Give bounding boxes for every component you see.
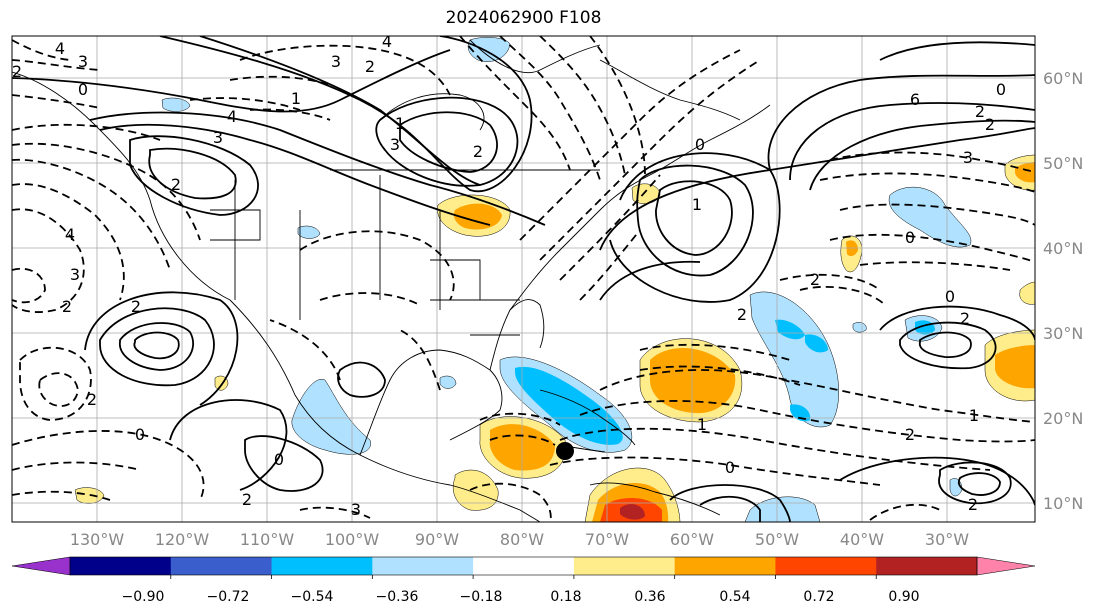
lon-tick-label: 110°W [240,530,295,549]
contour-label: 1 [692,195,702,214]
colorbar-tick-labels: −0.90 −0.72 −0.54 −0.36 −0.18 0.18 0.36 … [122,589,920,605]
contour-label: 2 [87,390,97,409]
lat-tick-label: 10°N [1043,494,1083,513]
contour-label: 3 [331,52,341,71]
contour-label: 4 [55,39,65,58]
lon-tick-label: 80°W [500,530,544,549]
colorbar-tick-label: 0.54 [719,589,750,605]
colorbar-outline [69,556,978,576]
contour-label: 0 [725,458,735,477]
lat-tick-label: 50°N [1043,154,1083,173]
contour-label: 0 [135,425,145,444]
lat-tick-label: 40°N [1043,239,1083,258]
colorbar-tick-label: −0.90 [122,589,165,605]
contour-label: 1 [395,114,405,133]
colorbar-segment [372,557,474,575]
contour-label: 2 [365,57,375,76]
contour-label: 2 [968,495,978,514]
contour-label: 2 [985,115,995,134]
contour-label: 3 [390,135,400,154]
contour-label: 2 [905,425,915,444]
contour-label: 1 [969,406,979,425]
contour-label: 3 [963,148,973,167]
colorbar-tick-label: 0.90 [888,589,919,605]
colorbar-tick-label: −0.18 [460,589,503,605]
contour-label: 2 [473,142,483,161]
lon-tick-label: 90°W [415,530,459,549]
contour-label: 3 [213,128,223,147]
contour-label: 4 [382,32,392,51]
lon-tick-label: 100°W [325,530,380,549]
contour-label: 2 [242,490,252,509]
colorbar-tick-label: −0.36 [376,589,419,605]
longitude-ticks: 130°W 120°W 110°W 100°W 90°W 80°W 70°W 6… [70,530,969,549]
map-frame [11,35,1036,523]
contour-label: 2 [62,297,72,316]
contour-label: 2 [810,270,820,289]
colorbar-tick-label: −0.72 [207,589,250,605]
lon-tick-label: 120°W [155,530,210,549]
colorbar-segment [170,557,273,575]
colorbar-segment [70,557,172,575]
contour-label: 6 [910,90,920,109]
coastlines [12,39,771,522]
shaded-positive-anomalies [74,154,1035,522]
contour-label: 0 [996,80,1006,99]
contour-label: 1 [291,89,301,108]
lon-tick-label: 50°W [755,530,799,549]
lon-tick-label: 30°W [925,530,969,549]
storm-center-marker [556,442,574,460]
contour-label: 2 [12,62,22,81]
colorbar-segment [473,557,575,575]
contour-label: 0 [78,80,88,99]
colorbar-extend-min [11,556,71,576]
lon-tick-label: 40°W [840,530,884,549]
lat-tick-label: 30°N [1043,324,1083,343]
contour-label: 4 [227,107,237,126]
contour-label: 0 [945,287,955,306]
lon-tick-label: 130°W [70,530,125,549]
lat-tick-label: 60°N [1043,69,1083,88]
lon-tick-label: 60°W [670,530,714,549]
contour-label: 4 [65,225,75,244]
colorbar-tick-label: 0.36 [634,589,665,605]
contour-label: 2 [737,305,747,324]
contour-label: 3 [351,500,361,519]
contour-label: 0 [905,228,915,247]
colorbar-tick-label: −0.54 [291,589,334,605]
colorbar-segment [573,557,676,575]
colorbar-tick-label: 0.18 [550,589,581,605]
colorbar-segment [271,557,373,575]
colorbar-extend-max [976,556,1036,576]
contour-label: 0 [695,135,705,154]
contours-solid [12,36,1035,522]
contour-label: 1 [697,415,707,434]
contour-label: 3 [70,265,80,284]
contour-label: 2 [975,102,985,121]
colorbar-segment [876,557,978,575]
contour-label: 2 [960,309,970,328]
colorbar-tick-label: 0.72 [803,589,834,605]
colorbar-segment [674,557,776,575]
colorbar [11,556,1036,579]
contour-label: 2 [171,175,181,194]
contour-label: 2 [131,297,141,316]
map-title: 2024062900 F108 [445,8,602,28]
contours-dashed [12,36,1035,522]
colorbar-segment [775,557,877,575]
contour-label: 3 [78,52,88,71]
lat-tick-label: 20°N [1043,409,1083,428]
contour-label: 0 [274,450,284,469]
latitude-ticks: 60°N 50°N 40°N 30°N 20°N 10°N [1043,69,1083,513]
lon-tick-label: 70°W [585,530,629,549]
